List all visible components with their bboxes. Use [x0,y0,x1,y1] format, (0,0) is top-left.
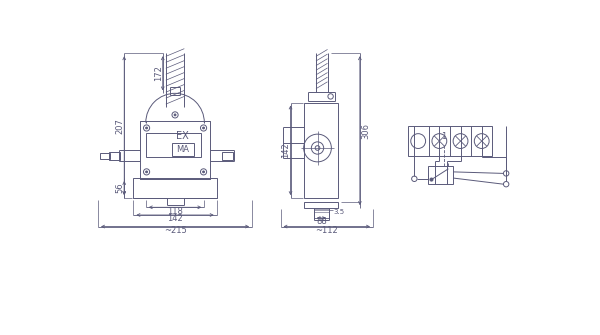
Text: 3.5: 3.5 [334,209,345,215]
Circle shape [174,114,176,116]
Text: 56: 56 [115,183,124,193]
Bar [304,103,338,198]
Bar [133,178,217,198]
Text: 207: 207 [115,118,124,134]
Text: 172: 172 [154,65,163,81]
Bar [109,152,119,159]
Bar [172,143,194,156]
Text: 118: 118 [167,207,183,216]
Text: EX: EX [176,131,189,141]
Bar [146,133,201,157]
Circle shape [146,127,148,129]
Text: 88: 88 [316,217,327,226]
Bar [140,121,211,179]
Text: MA: MA [176,145,189,154]
Circle shape [430,178,433,181]
Bar [304,202,338,208]
Bar [100,153,110,159]
Circle shape [203,127,205,129]
Text: 142: 142 [281,142,290,158]
Text: 306: 306 [362,123,371,139]
Text: 1: 1 [441,132,446,141]
Text: 142: 142 [167,214,183,223]
Bar [407,126,493,156]
Bar [222,152,233,159]
Circle shape [203,171,205,173]
Circle shape [146,171,148,173]
Text: ~112: ~112 [316,226,338,235]
Bar [428,166,453,184]
Text: ~215: ~215 [164,226,187,235]
